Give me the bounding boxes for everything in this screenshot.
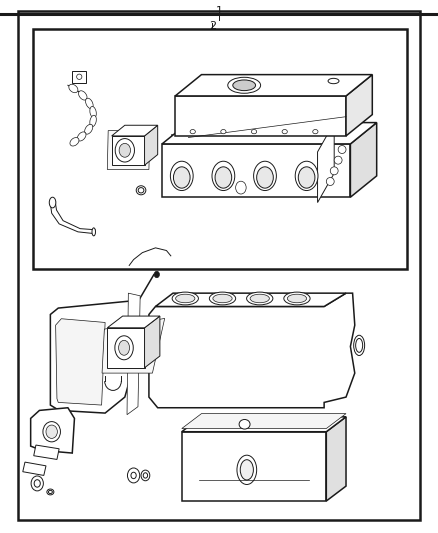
Text: 1: 1: [215, 6, 223, 17]
Polygon shape: [34, 445, 59, 459]
Bar: [33, 29, 407, 269]
Ellipse shape: [233, 80, 256, 91]
Polygon shape: [162, 123, 377, 144]
Ellipse shape: [356, 338, 363, 352]
Circle shape: [119, 143, 131, 157]
Polygon shape: [162, 144, 350, 197]
Circle shape: [131, 472, 136, 479]
Ellipse shape: [49, 197, 56, 208]
Ellipse shape: [282, 130, 287, 134]
Polygon shape: [23, 462, 46, 475]
Polygon shape: [112, 125, 158, 136]
Ellipse shape: [251, 130, 257, 134]
Polygon shape: [145, 125, 158, 165]
Ellipse shape: [69, 84, 78, 93]
Ellipse shape: [85, 124, 93, 134]
Circle shape: [154, 271, 159, 278]
Ellipse shape: [250, 294, 269, 303]
Ellipse shape: [77, 74, 82, 79]
Ellipse shape: [170, 161, 193, 191]
Bar: [72, 71, 86, 83]
Polygon shape: [102, 318, 165, 373]
Polygon shape: [350, 123, 377, 197]
Polygon shape: [145, 316, 160, 368]
Ellipse shape: [90, 115, 96, 127]
Polygon shape: [107, 316, 160, 328]
Text: 2: 2: [209, 21, 216, 31]
Ellipse shape: [247, 292, 273, 305]
Ellipse shape: [43, 422, 60, 442]
Polygon shape: [171, 134, 350, 140]
Polygon shape: [182, 417, 346, 432]
Ellipse shape: [284, 292, 310, 305]
Polygon shape: [182, 432, 326, 501]
Ellipse shape: [237, 455, 257, 484]
Ellipse shape: [257, 167, 273, 188]
Ellipse shape: [111, 338, 132, 366]
Polygon shape: [107, 328, 145, 368]
Ellipse shape: [85, 98, 93, 109]
Ellipse shape: [313, 130, 318, 134]
Ellipse shape: [46, 425, 57, 438]
Ellipse shape: [287, 294, 307, 303]
Circle shape: [31, 476, 43, 491]
Polygon shape: [175, 96, 346, 136]
Ellipse shape: [328, 78, 339, 84]
Polygon shape: [326, 417, 346, 501]
Circle shape: [236, 181, 246, 194]
Polygon shape: [127, 293, 140, 415]
Ellipse shape: [47, 489, 54, 495]
Ellipse shape: [334, 156, 342, 164]
Ellipse shape: [209, 292, 236, 305]
Polygon shape: [175, 75, 372, 96]
Polygon shape: [155, 293, 346, 306]
Ellipse shape: [338, 146, 346, 154]
Ellipse shape: [173, 167, 190, 188]
Circle shape: [115, 139, 134, 162]
Ellipse shape: [90, 107, 96, 118]
Circle shape: [127, 468, 140, 483]
Ellipse shape: [221, 130, 226, 134]
Polygon shape: [112, 136, 145, 165]
Ellipse shape: [172, 292, 198, 305]
Ellipse shape: [240, 459, 253, 480]
Circle shape: [141, 470, 150, 481]
Ellipse shape: [354, 335, 364, 356]
Circle shape: [34, 480, 40, 487]
Ellipse shape: [115, 336, 133, 360]
Polygon shape: [346, 75, 372, 136]
Polygon shape: [56, 319, 105, 405]
Ellipse shape: [215, 167, 232, 188]
Ellipse shape: [78, 132, 86, 141]
Polygon shape: [107, 130, 150, 169]
Polygon shape: [350, 127, 377, 140]
Ellipse shape: [136, 186, 146, 195]
Ellipse shape: [119, 341, 130, 355]
Polygon shape: [31, 408, 74, 453]
Circle shape: [143, 473, 148, 478]
Ellipse shape: [228, 77, 261, 93]
Ellipse shape: [239, 419, 250, 429]
Polygon shape: [318, 123, 334, 203]
Ellipse shape: [78, 91, 87, 100]
Ellipse shape: [326, 177, 334, 185]
Polygon shape: [149, 293, 355, 408]
Ellipse shape: [70, 138, 79, 146]
Ellipse shape: [298, 167, 315, 188]
Ellipse shape: [212, 161, 235, 191]
Ellipse shape: [190, 130, 195, 134]
Polygon shape: [50, 301, 134, 413]
Ellipse shape: [49, 490, 53, 494]
Ellipse shape: [295, 161, 318, 191]
Ellipse shape: [254, 161, 276, 191]
Ellipse shape: [92, 228, 95, 236]
Ellipse shape: [330, 167, 338, 175]
Ellipse shape: [176, 294, 195, 303]
Polygon shape: [182, 414, 346, 429]
Ellipse shape: [138, 188, 144, 193]
Ellipse shape: [213, 294, 232, 303]
